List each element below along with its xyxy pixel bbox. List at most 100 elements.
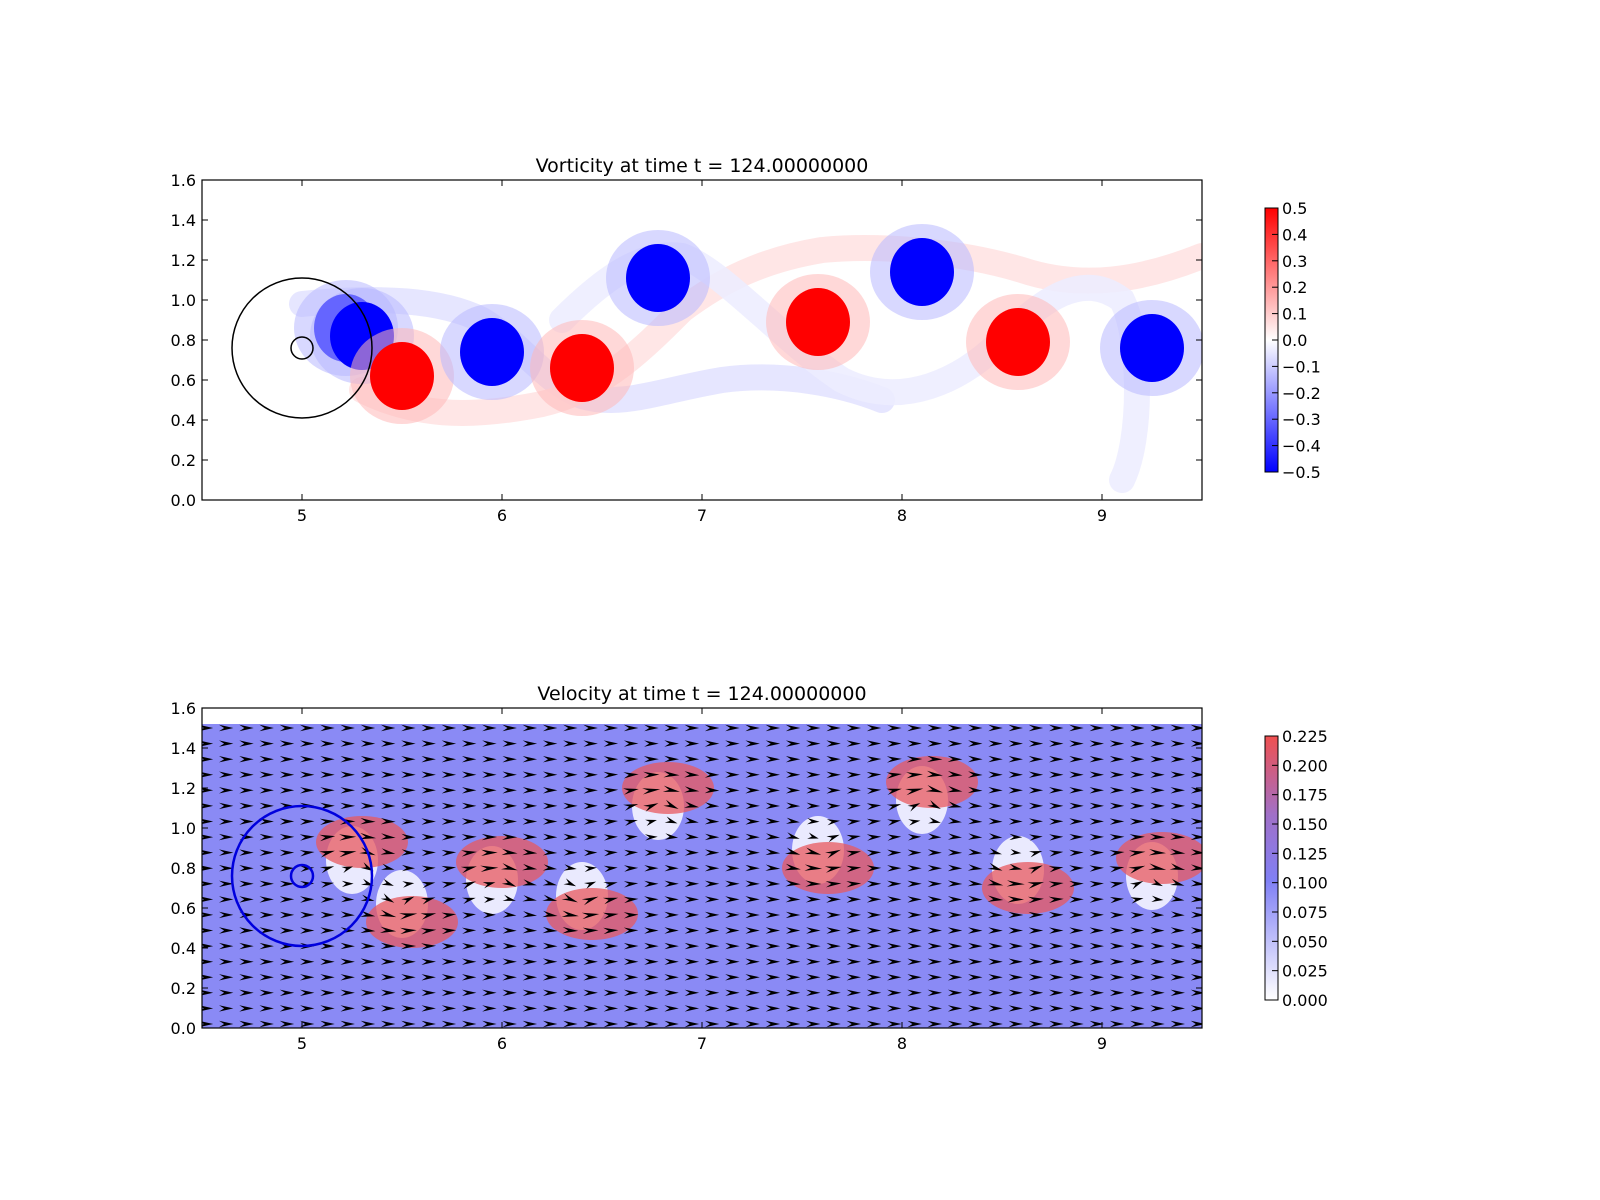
velocity-arrow bbox=[704, 724, 720, 732]
vorticity-title: Vorticity at time t = 124.00000000 bbox=[536, 155, 869, 177]
velocity-arrow bbox=[299, 818, 315, 825]
velocity-arrow bbox=[806, 802, 821, 809]
velocity-arrow bbox=[684, 755, 700, 763]
velocity-arrow bbox=[886, 788, 902, 795]
velocity-arrow bbox=[745, 818, 760, 825]
velocity-arrow bbox=[664, 974, 679, 981]
velocity-arrow bbox=[401, 989, 416, 996]
velocity-arrow bbox=[340, 1005, 355, 1012]
velocity-arrow bbox=[401, 756, 416, 763]
velocity-arrow bbox=[846, 787, 861, 794]
velocity-arrow bbox=[765, 817, 780, 825]
velocity-arrow bbox=[1109, 787, 1125, 794]
velocity-arrow bbox=[806, 724, 821, 732]
velocity-fast-patch bbox=[366, 896, 458, 948]
velocity-arrow bbox=[219, 724, 234, 732]
velocity-arrow bbox=[219, 756, 234, 763]
velocity-cbar-tick-label: 0.175 bbox=[1282, 786, 1328, 805]
velocity-arrow bbox=[745, 989, 760, 996]
velocity-arrow bbox=[785, 724, 801, 732]
velocity-arrow bbox=[1028, 1005, 1044, 1012]
velocity-arrow bbox=[603, 1020, 619, 1028]
velocity-arrow bbox=[968, 817, 983, 825]
velocity-arrow bbox=[1190, 756, 1202, 763]
velocity-arrow bbox=[202, 850, 214, 856]
velocity-arrow bbox=[1028, 740, 1044, 747]
negative-vortex bbox=[460, 318, 524, 386]
velocity-arrow bbox=[1169, 863, 1186, 870]
velocity-arrow bbox=[462, 974, 477, 981]
velocity-arrow bbox=[1130, 942, 1145, 950]
velocity-arrow bbox=[1109, 756, 1125, 763]
velocity-arrow bbox=[947, 927, 963, 934]
velocity-arrow bbox=[725, 958, 740, 965]
vorticity-cbar-tick-label: −0.2 bbox=[1282, 384, 1321, 403]
velocity-arrow bbox=[340, 724, 355, 732]
velocity-arrow bbox=[664, 816, 678, 824]
velocity-arrow bbox=[338, 850, 357, 858]
velocity-arrow bbox=[1028, 865, 1043, 874]
velocity-arrow bbox=[745, 833, 760, 841]
velocity-arrow bbox=[1049, 787, 1064, 794]
velocity-arrow bbox=[320, 881, 335, 888]
velocity-arrow bbox=[725, 989, 740, 996]
velocity-arrow bbox=[907, 989, 922, 996]
velocity-arrow bbox=[866, 989, 882, 996]
velocity-arrow bbox=[202, 772, 214, 778]
velocity-arrow bbox=[1170, 1005, 1185, 1012]
velocity-arrow bbox=[482, 740, 497, 747]
velocity-arrow bbox=[1109, 724, 1125, 732]
velocity-arrow bbox=[522, 958, 538, 965]
velocity-arrow bbox=[725, 724, 740, 732]
velocity-arrow bbox=[866, 942, 882, 950]
velocity-arrow bbox=[603, 865, 618, 873]
velocity-arrow bbox=[360, 724, 376, 732]
vorticity-cbar-tick-label: −0.3 bbox=[1282, 410, 1321, 429]
velocity-arrow bbox=[502, 787, 517, 794]
velocity-arrow bbox=[664, 849, 679, 856]
velocity-arrow bbox=[441, 724, 457, 732]
velocity-arrow bbox=[1027, 882, 1044, 889]
velocity-arrow bbox=[1190, 787, 1202, 794]
velocity-arrow bbox=[381, 1020, 396, 1028]
velocity-arrow bbox=[1069, 1005, 1084, 1012]
velocity-arrow bbox=[482, 724, 497, 732]
velocity-ytick-label: 0.4 bbox=[171, 939, 196, 958]
velocity-arrow bbox=[907, 927, 922, 934]
velocity-arrow bbox=[664, 942, 679, 950]
velocity-arrow bbox=[745, 896, 760, 903]
velocity-arrow bbox=[522, 974, 538, 981]
velocity-arrow bbox=[968, 974, 983, 981]
velocity-arrow bbox=[202, 990, 214, 996]
velocity-arrow bbox=[1170, 974, 1185, 981]
velocity-arrow bbox=[482, 1005, 497, 1012]
velocity-arrow bbox=[1049, 927, 1064, 934]
velocity-arrow bbox=[745, 740, 760, 747]
velocity-arrow bbox=[300, 1005, 315, 1012]
velocity-arrow bbox=[320, 927, 335, 934]
velocity-arrow bbox=[765, 756, 781, 763]
velocity-arrow bbox=[1069, 756, 1084, 763]
velocity-arrow bbox=[1008, 863, 1023, 871]
velocity-arrow bbox=[1190, 802, 1202, 810]
velocity-arrow bbox=[825, 849, 841, 859]
velocity-arrow bbox=[947, 974, 963, 981]
velocity-arrow bbox=[846, 896, 862, 903]
velocity-arrow bbox=[279, 989, 295, 996]
velocity-arrow bbox=[1109, 1005, 1125, 1012]
vorticity-ytick-label: 1.4 bbox=[171, 211, 196, 230]
velocity-arrow bbox=[1069, 724, 1084, 732]
velocity-arrow bbox=[846, 818, 861, 826]
velocity-arrow bbox=[765, 880, 781, 887]
velocity-arrow bbox=[259, 1005, 274, 1012]
velocity-arrow bbox=[360, 756, 376, 763]
velocity-arrow bbox=[623, 804, 639, 811]
velocity-arrow bbox=[887, 880, 902, 887]
velocity-arrow bbox=[927, 755, 943, 763]
velocity-arrow bbox=[300, 974, 315, 981]
vorticity-field bbox=[202, 180, 1202, 500]
vorticity-xtick-label: 6 bbox=[497, 506, 507, 525]
velocity-arrow bbox=[522, 787, 538, 794]
velocity-arrow bbox=[1170, 833, 1186, 840]
velocity-arrow bbox=[1109, 896, 1124, 904]
